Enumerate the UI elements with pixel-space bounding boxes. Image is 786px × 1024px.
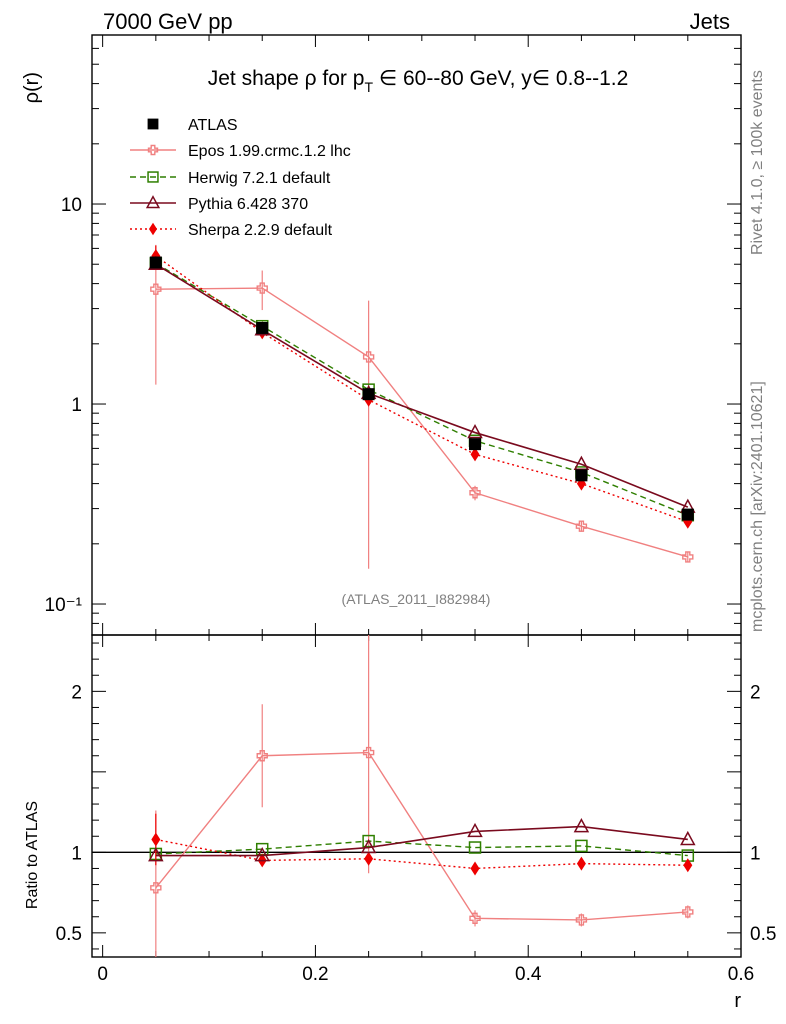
header-energy-label: 7000 GeV pp [103, 9, 233, 34]
epos-point [575, 520, 588, 532]
pythia-point [467, 423, 483, 439]
herwig-line [155, 262, 689, 516]
main-y-axis-label: ρ(r) [21, 72, 43, 103]
epos-point [362, 746, 375, 759]
pythia-point [145, 195, 161, 209]
main-y-tick-label: 10 [61, 195, 82, 216]
atlas-point [149, 256, 162, 269]
ratio-y-tick-label-right: 2 [750, 682, 761, 703]
sherpa-point [576, 856, 586, 871]
sherpa-line [155, 838, 688, 870]
x-tick-label: 0.6 [728, 964, 754, 985]
ratio-y-tick-label-right: 1 [750, 843, 761, 864]
pythia-point [467, 822, 483, 838]
main-y-tick-label: 1 [71, 395, 82, 416]
herwig-line [155, 840, 688, 857]
pythia-point [360, 838, 377, 854]
epos-point [256, 282, 268, 294]
sherpa-point [148, 222, 158, 236]
atlas-point [147, 118, 159, 130]
chart-title: Jet shape ρ for pT ∈ 60--80 GeV, y∈ 0.8-… [208, 67, 629, 95]
herwig-point [575, 839, 588, 853]
legend-entry-atlas: ATLAS [188, 117, 238, 134]
pythia-point [148, 846, 164, 862]
sherpa-line [155, 255, 689, 523]
ratio-y-tick-label: 0.5 [56, 924, 82, 945]
legend-entry-pythia: Pythia 6.428 370 [188, 196, 308, 213]
atlas-point [362, 388, 375, 401]
sherpa-point [364, 851, 374, 866]
sherpa-point [151, 832, 161, 847]
pythia-point [573, 818, 590, 833]
ratio-plot-frame [91, 634, 742, 958]
epos-point [150, 882, 162, 894]
legend-entry-herwig: Herwig 7.2.1 default [188, 170, 331, 187]
atlas-point [681, 508, 694, 521]
rivet-version-label: Rivet 4.1.0, ≥ 100k events [749, 70, 766, 255]
ratio-y-tick-label: 1 [71, 843, 82, 864]
ratio-y-axis-label: Ratio to ATLAS [24, 801, 41, 909]
sherpa-point [470, 861, 480, 876]
epos-point [147, 144, 159, 156]
pythia-line [155, 263, 689, 508]
mcplots-source-label: mcplots.cern.ch [arXiv:2401.10621] [749, 381, 766, 632]
sherpa-point [470, 447, 480, 462]
epos-point [575, 914, 588, 926]
x-axis-label: r [734, 990, 741, 1012]
main-y-tick-label: 10⁻¹ [45, 595, 83, 616]
ratio-y-tick-label-right: 0.5 [750, 924, 776, 945]
sherpa-point [683, 858, 693, 873]
legend-entry-epos: Epos 1.99.crmc.1.2 lhc [188, 143, 351, 160]
epos-point [682, 551, 694, 563]
herwig-point [147, 171, 159, 183]
ratio-y-tick-label: 2 [71, 682, 82, 703]
legend: ATLAS Epos 1.99.crmc.1.2 lhc Herwig 7.2.1 … [130, 117, 351, 239]
epos-point [362, 351, 375, 363]
epos-point [469, 487, 481, 499]
epos-line [155, 287, 688, 558]
pythia-point [254, 846, 270, 862]
header-category-label: Jets [690, 9, 730, 34]
epos-point [469, 912, 481, 925]
herwig-point [468, 841, 482, 854]
pythia-line [155, 825, 688, 857]
x-tick-label: 0.2 [302, 964, 328, 985]
pythia-point [680, 830, 696, 846]
legend-entry-sherpa: Sherpa 2.2.9 default [188, 222, 333, 239]
series-layer [148, 244, 696, 957]
epos-point [150, 283, 162, 295]
x-tick-label: 0 [97, 964, 108, 985]
epos-line [155, 751, 688, 921]
epos-point [682, 906, 694, 918]
x-tick-label: 0.4 [515, 964, 542, 985]
atlas-point [575, 469, 588, 482]
epos-point [256, 750, 268, 762]
herwig-point [362, 834, 375, 848]
atlas-point [469, 438, 482, 451]
atlas-point [256, 321, 269, 334]
pythia-point [573, 455, 590, 470]
analysis-watermark: (ATLAS_2011_I882984) [342, 591, 491, 607]
